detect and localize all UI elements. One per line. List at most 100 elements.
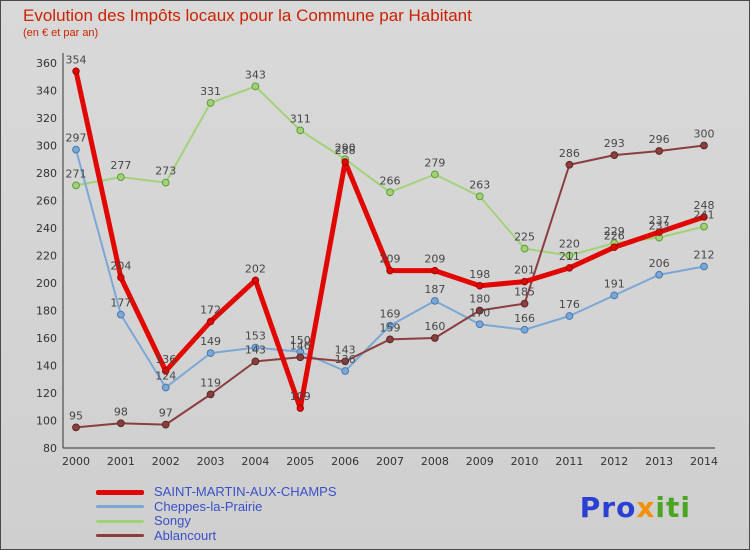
value-label: 229 <box>604 225 625 238</box>
data-point <box>251 276 260 284</box>
value-label: 109 <box>290 390 311 403</box>
value-label: 209 <box>380 253 401 266</box>
value-label: 169 <box>380 308 401 321</box>
data-point <box>206 317 215 326</box>
legend-label: SAINT-MARTIN-AUX-CHAMPS <box>154 484 337 500</box>
value-label: 297 <box>66 132 87 145</box>
data-point <box>700 141 708 150</box>
value-label: 209 <box>424 253 445 266</box>
data-point <box>610 291 619 300</box>
value-label: 180 <box>469 293 490 306</box>
x-tick-label: 2004 <box>241 455 269 468</box>
data-point <box>296 126 305 135</box>
logo-letter: iti <box>655 491 691 524</box>
value-label: 237 <box>649 214 670 227</box>
legend-label: Songy <box>154 513 191 529</box>
data-point <box>341 367 350 375</box>
proxiti-logo: Proxiti <box>580 491 691 524</box>
chart-legend: SAINT-MARTIN-AUX-CHAMPS Cheppes-la-Prairi… <box>96 485 337 543</box>
value-label: 124 <box>155 370 176 383</box>
value-label: 279 <box>424 156 445 169</box>
value-label: 300 <box>694 128 715 141</box>
value-label: 288 <box>335 144 356 157</box>
x-tick-label: 2009 <box>466 455 494 468</box>
data-point <box>700 262 708 271</box>
data-point <box>386 321 394 330</box>
value-label: 202 <box>245 262 266 275</box>
value-label: 170 <box>469 306 490 319</box>
legend-label: Ablancourt <box>154 527 217 543</box>
data-point <box>72 423 80 432</box>
data-point <box>655 270 664 279</box>
y-tick-label: 200 <box>36 277 57 290</box>
chart-svg: 80 100 120 140 160 180 200 220 240 260 280 300 320 34… <box>36 53 718 468</box>
y-tick-label: 120 <box>36 387 57 400</box>
x-tick-label: 2006 <box>331 455 359 468</box>
y-tick-label: 100 <box>36 415 57 428</box>
value-label: 343 <box>245 68 266 81</box>
data-point <box>296 404 304 412</box>
data-point <box>655 228 663 236</box>
data-point <box>430 334 439 342</box>
y-tick-label: 280 <box>36 167 57 180</box>
value-label: 153 <box>245 330 266 343</box>
data-point <box>565 160 574 169</box>
data-point <box>117 273 125 282</box>
y-tick-label: 340 <box>36 85 57 98</box>
data-point <box>161 420 170 429</box>
data-point <box>341 357 350 366</box>
value-label: 185 <box>514 286 535 299</box>
value-label: 143 <box>245 343 266 356</box>
chart-subtitle: (en € et par an) <box>23 27 99 39</box>
value-label: 225 <box>514 231 535 244</box>
value-label: 273 <box>155 165 176 178</box>
value-label: 354 <box>66 53 87 66</box>
data-point <box>520 244 529 253</box>
data-point <box>386 266 394 275</box>
value-label: 172 <box>200 304 221 317</box>
y-tick-label: 220 <box>36 250 57 263</box>
legend-swatch <box>96 489 144 495</box>
value-label: 211 <box>559 250 580 263</box>
value-label: 204 <box>110 260 131 273</box>
value-label: 206 <box>649 257 670 270</box>
data-point <box>475 320 484 329</box>
data-point <box>565 312 574 320</box>
legend-item: SAINT-MARTIN-AUX-CHAMPS <box>96 485 337 500</box>
logo-letter: Pro <box>579 491 637 524</box>
data-point <box>475 306 484 315</box>
value-label: 220 <box>559 238 580 251</box>
data-point <box>206 98 215 107</box>
x-tick-label: 2002 <box>152 455 180 468</box>
data-point <box>162 367 170 375</box>
value-label: 119 <box>200 376 221 389</box>
value-label: 331 <box>200 85 221 98</box>
data-point <box>700 213 708 221</box>
data-point <box>565 251 574 260</box>
value-label: 277 <box>110 159 131 172</box>
value-label: 226 <box>604 229 625 242</box>
data-point <box>296 353 305 362</box>
data-point <box>116 419 125 428</box>
value-label: 143 <box>335 343 356 356</box>
x-tick-label: 2013 <box>645 455 673 468</box>
y-tick-label: 180 <box>36 305 57 318</box>
y-tick-label: 260 <box>36 195 57 208</box>
data-point <box>430 296 439 305</box>
data-point <box>475 192 484 201</box>
value-label: 191 <box>604 277 625 290</box>
value-label: 95 <box>69 409 83 422</box>
data-point <box>430 170 439 179</box>
data-point <box>341 158 349 166</box>
data-point <box>251 357 260 366</box>
value-label: 248 <box>694 199 715 212</box>
value-label: 286 <box>559 147 580 160</box>
data-point <box>251 82 260 91</box>
x-tick-label: 2011 <box>555 455 583 468</box>
value-label: 212 <box>694 249 715 262</box>
y-tick-label: 80 <box>43 442 57 455</box>
data-point <box>655 147 664 155</box>
data-point <box>116 173 125 182</box>
data-point <box>565 264 574 272</box>
value-label: 296 <box>649 133 670 146</box>
